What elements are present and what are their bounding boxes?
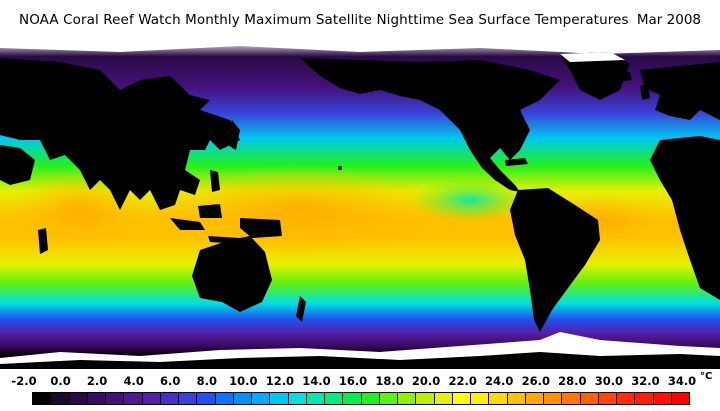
legend-swatch bbox=[598, 393, 617, 404]
legend-swatch bbox=[197, 393, 216, 404]
legend-swatch bbox=[580, 393, 599, 404]
legend-swatch bbox=[617, 393, 636, 404]
antarctica-land bbox=[0, 352, 720, 369]
central-america-land bbox=[470, 150, 520, 192]
legend-tick-label: -2.0 bbox=[11, 374, 37, 388]
legend-tick-label: 30.0 bbox=[594, 374, 624, 388]
new-guinea-land bbox=[240, 218, 282, 238]
africa-east-land bbox=[0, 145, 35, 185]
legend-swatch bbox=[343, 393, 362, 404]
uk-land bbox=[640, 84, 650, 100]
iceland-land bbox=[612, 72, 632, 82]
madagascar-land bbox=[38, 228, 48, 254]
legend-swatch bbox=[142, 393, 161, 404]
legend-swatch bbox=[306, 393, 325, 404]
legend-swatch bbox=[653, 393, 672, 404]
legend-swatch bbox=[398, 393, 417, 404]
south-america-land bbox=[510, 188, 600, 332]
legend-swatch bbox=[361, 393, 380, 404]
legend-swatch bbox=[215, 393, 234, 404]
legend-swatch bbox=[233, 393, 252, 404]
legend-swatch bbox=[489, 393, 508, 404]
legend-tick-label: 8.0 bbox=[196, 374, 217, 388]
caribbean-land bbox=[505, 158, 528, 166]
japan-land bbox=[226, 120, 240, 150]
legend-swatch bbox=[325, 393, 344, 404]
sst-map-svg bbox=[0, 40, 720, 369]
north-america-land bbox=[300, 58, 560, 160]
legend-swatch bbox=[379, 393, 398, 404]
legend-swatch bbox=[507, 393, 526, 404]
sumatra-land bbox=[170, 218, 205, 230]
legend-unit: °C bbox=[700, 371, 713, 382]
legend-swatch bbox=[525, 393, 544, 404]
legend-swatch bbox=[106, 393, 125, 404]
greenland-ice bbox=[560, 52, 625, 62]
legend-tick-label: 4.0 bbox=[123, 374, 144, 388]
legend-tick-label: 10.0 bbox=[229, 374, 258, 388]
australia-land bbox=[192, 236, 272, 312]
map-date: Mar 2008 bbox=[636, 12, 701, 28]
legend-tick-label: 20.0 bbox=[411, 374, 441, 388]
arctic-ice bbox=[0, 40, 720, 54]
legend-tick-label: 32.0 bbox=[631, 374, 660, 388]
new-zealand-land bbox=[296, 296, 306, 322]
legend-color-bar bbox=[32, 392, 690, 405]
philippines-land bbox=[210, 170, 220, 192]
legend-tick-label: 28.0 bbox=[558, 374, 587, 388]
legend-tick-label: 18.0 bbox=[375, 374, 404, 388]
legend-tick-label: 24.0 bbox=[485, 374, 514, 388]
legend-swatch bbox=[416, 393, 435, 404]
asia-land bbox=[0, 58, 240, 210]
legend-tick-label: 34.0 bbox=[667, 374, 697, 388]
legend-swatch bbox=[671, 393, 689, 404]
legend-tick-label: 12.0 bbox=[265, 374, 295, 388]
legend-swatch bbox=[288, 393, 307, 404]
legend-tick-label: 6.0 bbox=[160, 374, 181, 388]
borneo-land bbox=[198, 204, 222, 218]
legend-swatch bbox=[471, 393, 490, 404]
hawaii-land bbox=[338, 166, 342, 170]
greenland-land bbox=[560, 52, 630, 100]
legend-tick-label: 0.0 bbox=[50, 374, 71, 388]
europe-land bbox=[640, 62, 720, 120]
legend-tick-label: 16.0 bbox=[338, 374, 368, 388]
legend-swatch bbox=[124, 393, 143, 404]
legend-swatch bbox=[179, 393, 198, 404]
legend-tick-label: 26.0 bbox=[521, 374, 550, 388]
sst-map bbox=[0, 40, 720, 369]
legend-swatch bbox=[635, 393, 654, 404]
africa-west-land bbox=[650, 136, 720, 300]
legend-tick-labels: °C -2.0 0.0 2.0 4.0 6.0 8.0 10.0 12.0 14.0 16.0 18… bbox=[0, 371, 720, 388]
legend-swatch bbox=[452, 393, 471, 404]
legend-tick-label: 14.0 bbox=[302, 374, 331, 388]
title-bar: NOAA Coral Reef Watch Monthly Maximum Sa… bbox=[0, 0, 720, 40]
legend-swatch bbox=[51, 393, 70, 404]
legend-swatch bbox=[69, 393, 88, 404]
legend-swatch bbox=[544, 393, 563, 404]
legend-swatch bbox=[160, 393, 179, 404]
legend-swatch bbox=[562, 393, 581, 404]
legend-swatch bbox=[270, 393, 289, 404]
legend-swatch bbox=[252, 393, 271, 404]
map-title: NOAA Coral Reef Watch Monthly Maximum Sa… bbox=[19, 12, 629, 28]
legend-tick-label: 2.0 bbox=[86, 374, 108, 388]
legend-swatch bbox=[434, 393, 453, 404]
legend-tick-label: 22.0 bbox=[448, 374, 477, 388]
legend-swatch bbox=[87, 393, 106, 404]
legend-swatch bbox=[33, 393, 52, 404]
